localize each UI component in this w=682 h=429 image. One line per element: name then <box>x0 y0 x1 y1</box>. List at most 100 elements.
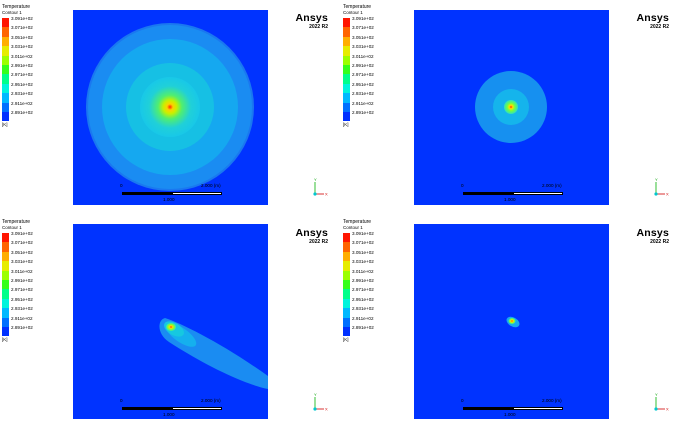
scale-zero-label: 0 <box>120 183 123 188</box>
brand-name: Ansys <box>295 227 328 239</box>
scale-mid-label: 1.000 <box>163 197 175 202</box>
legend-unit: [K] <box>343 337 349 342</box>
scale-bar: 0 2.000 (m) 1.000 <box>118 398 238 420</box>
legend-unit: [K] <box>2 337 8 342</box>
legend-value: 2.951e+02 <box>352 296 374 302</box>
legend-value: 3.091e+02 <box>352 16 374 21</box>
legend-value: 3.011e+02 <box>352 268 374 274</box>
legend-title: Temperature <box>2 4 31 10</box>
brand-version: 2022 R2 <box>309 24 328 30</box>
legend-value: 3.031e+02 <box>11 259 33 265</box>
legend-value: 3.051e+02 <box>352 249 374 255</box>
contour-panel-1: Temperature Contour 1 3.091e+02 3.071e+0… <box>0 0 341 214</box>
legend-value: 2.911e+02 <box>352 100 374 106</box>
scale-full-label: 2.000 (m) <box>201 398 221 403</box>
legend-value: 2.911e+02 <box>11 100 33 106</box>
legend-value: 2.891e+02 <box>352 324 374 330</box>
legend-value: 2.931e+02 <box>352 306 374 312</box>
brand-name: Ansys <box>295 12 328 24</box>
axis-triad-icon: Y X <box>310 176 330 202</box>
legend-value: 3.051e+02 <box>352 34 374 40</box>
legend-value: 3.031e+02 <box>352 44 374 50</box>
scale-zero-label: 0 <box>461 398 464 403</box>
scale-bar-graphic <box>463 192 563 195</box>
legend-value: 2.931e+02 <box>11 91 33 97</box>
legend-value: 2.951e+02 <box>11 296 33 302</box>
contour-viewport[interactable] <box>73 10 268 205</box>
brand-name: Ansys <box>636 227 669 239</box>
legend-value: 2.991e+02 <box>352 62 374 68</box>
scale-zero-label: 0 <box>461 183 464 188</box>
legend-labels: 3.091e+02 3.071e+02 3.051e+02 3.031e+02 … <box>352 14 374 117</box>
legend-value: 2.931e+02 <box>11 306 33 312</box>
axis-triad-icon: Y X <box>310 391 330 417</box>
legend-value: 2.951e+02 <box>352 81 374 87</box>
contour-viewport[interactable] <box>73 224 268 419</box>
legend-labels: 3.091e+02 3.071e+02 3.051e+02 3.031e+02 … <box>11 14 33 117</box>
legend-value: 2.971e+02 <box>352 72 374 78</box>
svg-text:X: X <box>325 407 328 412</box>
scale-full-label: 2.000 (m) <box>201 183 221 188</box>
legend-title: Temperature <box>343 4 372 10</box>
svg-text:X: X <box>666 407 669 412</box>
axis-triad-icon: Y X <box>651 176 671 202</box>
contour-panel-4: Temperature Contour 1 3.091e+02 3.071e+0… <box>341 215 682 429</box>
legend-color-bar <box>343 233 350 337</box>
legend-title: Temperature <box>2 219 31 225</box>
scale-bar: 0 2.000 (m) 1.000 <box>459 398 579 420</box>
svg-text:X: X <box>666 192 669 197</box>
scale-bar: 0 2.000 (m) 1.000 <box>459 183 579 205</box>
legend-value: 3.071e+02 <box>11 240 33 246</box>
contour-plot <box>506 316 520 328</box>
scale-mid-label: 1.000 <box>163 412 175 417</box>
scale-bar-graphic <box>122 192 222 195</box>
contour-viewport[interactable] <box>414 224 609 419</box>
brand-version: 2022 R2 <box>650 24 669 30</box>
legend-value: 3.071e+02 <box>352 240 374 246</box>
svg-text:Y: Y <box>655 177 658 182</box>
legend-value: 3.031e+02 <box>11 44 33 50</box>
scale-bar-graphic <box>122 407 222 410</box>
scale-mid-label: 1.000 <box>504 412 516 417</box>
legend-value: 2.971e+02 <box>352 287 374 293</box>
legend-value: 2.911e+02 <box>352 315 374 321</box>
svg-text:Y: Y <box>314 177 317 182</box>
legend-value: 2.971e+02 <box>11 287 33 293</box>
legend-value: 3.011e+02 <box>11 53 33 59</box>
legend-value: 3.091e+02 <box>11 231 33 236</box>
legend-value: 2.891e+02 <box>352 109 374 115</box>
contour-viewport[interactable] <box>414 10 609 205</box>
svg-text:Y: Y <box>314 392 317 397</box>
legend-value: 3.011e+02 <box>11 268 33 274</box>
ansys-logo: Ansys 2022 R2 <box>629 12 669 31</box>
ansys-logo: Ansys 2022 R2 <box>288 227 328 246</box>
contour-plot <box>475 71 547 143</box>
legend-value: 2.891e+02 <box>11 109 33 115</box>
legend-unit: [K] <box>343 122 349 127</box>
legend-value: 3.051e+02 <box>11 249 33 255</box>
legend-subtitle: Contour 1 <box>343 10 363 15</box>
legend-value: 3.071e+02 <box>11 25 33 31</box>
legend-value: 2.991e+02 <box>11 277 33 283</box>
contour-plot <box>159 318 268 389</box>
legend-value: 2.911e+02 <box>11 315 33 321</box>
legend-value: 3.051e+02 <box>11 34 33 40</box>
legend-labels: 3.091e+02 3.071e+02 3.051e+02 3.031e+02 … <box>352 229 374 332</box>
legend-value: 3.031e+02 <box>352 259 374 265</box>
scale-bar-graphic <box>463 407 563 410</box>
contour-panel-2: Temperature Contour 1 3.091e+02 3.071e+0… <box>341 0 682 214</box>
svg-text:X: X <box>325 192 328 197</box>
brand-name: Ansys <box>636 12 669 24</box>
legend-color-bar <box>2 18 9 122</box>
legend-subtitle: Contour 1 <box>343 225 363 230</box>
legend-subtitle: Contour 1 <box>2 225 22 230</box>
ansys-logo: Ansys 2022 R2 <box>288 12 328 31</box>
legend-value: 3.071e+02 <box>352 25 374 31</box>
brand-version: 2022 R2 <box>650 239 669 245</box>
scale-zero-label: 0 <box>120 398 123 403</box>
legend-color-bar <box>343 18 350 122</box>
scale-full-label: 2.000 (m) <box>542 183 562 188</box>
legend-value: 2.891e+02 <box>11 324 33 330</box>
legend-value: 2.991e+02 <box>352 277 374 283</box>
legend-value: 2.991e+02 <box>11 62 33 68</box>
